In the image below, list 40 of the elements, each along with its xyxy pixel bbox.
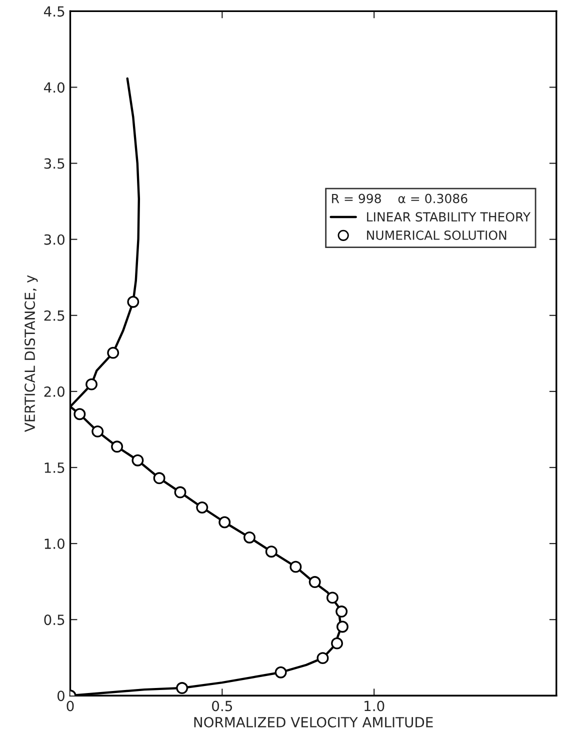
legend-title: R = 998 α = 0.3086 [332,194,468,204]
y-tick-label: 3.0 [44,234,64,245]
y-axis-title: VERTICAL DISTANCE, y [24,275,38,432]
x-tick-label: 0.5 [212,700,232,712]
x-tick-label: 0 [66,700,74,712]
y-tick-label: 0.5 [44,614,64,626]
point [127,296,140,308]
point [308,576,321,588]
point [336,606,348,618]
point [290,560,302,573]
point [92,425,104,438]
legend-label: NUMERICAL SOLUTION [367,230,506,240]
point [74,408,86,420]
point [336,620,348,633]
point [326,592,338,604]
y-tick-label: 4.5 [44,6,64,17]
y-tick-label: 4.0 [44,82,64,93]
point [331,637,343,650]
y-tick-label: 0 [57,690,64,702]
y-tick-label: 1.5 [44,462,64,473]
point [196,502,208,514]
point [274,666,287,678]
legend-label: LINEAR STABILITY THEORY [367,212,531,222]
point [153,472,166,484]
y-tick-label: 2.5 [44,310,64,321]
point [174,486,186,498]
y-tick-label: 1.0 [44,538,64,550]
point [86,378,98,390]
point [107,346,120,359]
point [316,652,329,664]
x-tick-label: 1.0 [364,700,384,712]
point [176,682,188,694]
x-axis-title: NORMALIZED VELOCITY AMLITUDE [194,716,433,728]
point [265,546,278,558]
point [132,454,144,466]
point [244,531,256,544]
y-tick-label: 2.0 [44,386,64,397]
y-tick-label: 3.5 [44,158,64,169]
point [111,440,124,453]
point [218,516,231,528]
